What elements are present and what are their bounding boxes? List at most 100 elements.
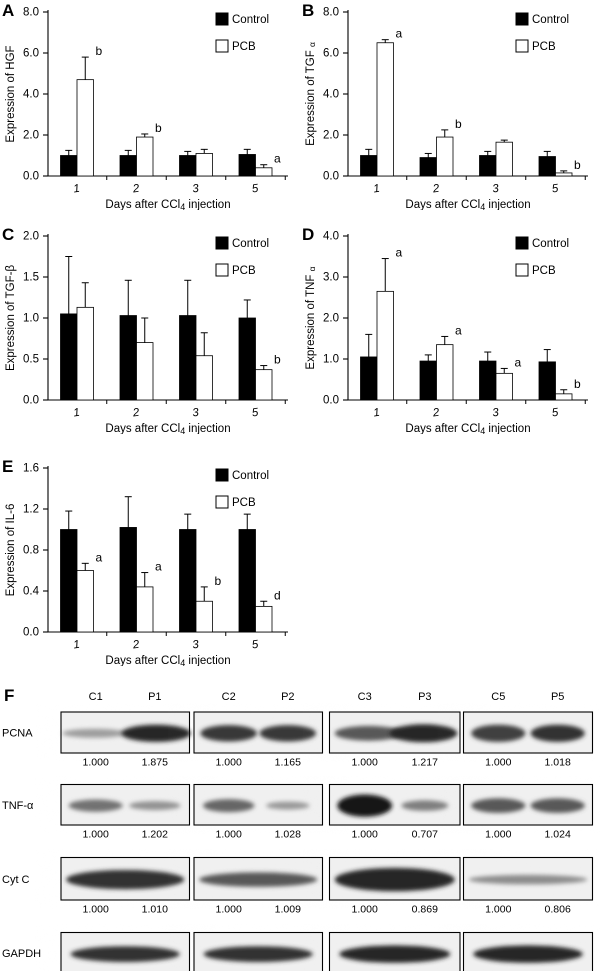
svg-text:2.0: 2.0: [323, 130, 339, 142]
svg-text:5: 5: [251, 639, 260, 652]
svg-text:1.875: 1.875: [142, 757, 168, 769]
svg-text:1.009: 1.009: [275, 904, 301, 916]
svg-text:1.000: 1.000: [216, 829, 242, 841]
svg-text:3: 3: [192, 639, 201, 652]
svg-text:0.0: 0.0: [23, 171, 39, 183]
svg-text:Days after CCl4 injection: Days after CCl4 injection: [105, 423, 230, 434]
svg-text:0.869: 0.869: [412, 904, 438, 916]
svg-text:8.0: 8.0: [23, 7, 39, 19]
svg-text:b: b: [215, 574, 222, 588]
svg-text:3: 3: [192, 183, 201, 196]
svg-text:C5: C5: [491, 691, 505, 703]
svg-text:Control: Control: [532, 238, 569, 250]
svg-text:1.000: 1.000: [83, 904, 109, 916]
svg-text:1.6: 1.6: [23, 463, 39, 475]
svg-text:F: F: [4, 686, 14, 705]
svg-text:b: b: [574, 158, 581, 172]
svg-text:1.018: 1.018: [545, 757, 571, 769]
svg-text:Expression of TNF α: Expression of TNF α: [305, 266, 317, 369]
svg-text:0.0: 0.0: [23, 627, 39, 639]
svg-text:a: a: [396, 27, 403, 41]
svg-text:Days after CCl4 injection: Days after CCl4 injection: [405, 423, 530, 434]
svg-text:A: A: [2, 1, 14, 20]
svg-text:Expression of TGF-β: Expression of TGF-β: [5, 265, 17, 371]
svg-text:a: a: [455, 323, 462, 337]
svg-text:1.000: 1.000: [485, 904, 511, 916]
svg-text:2: 2: [431, 183, 441, 196]
svg-text:PCB: PCB: [232, 497, 256, 509]
svg-text:P3: P3: [418, 691, 431, 703]
svg-text:C1: C1: [89, 691, 103, 703]
svg-text:2: 2: [131, 183, 141, 196]
svg-text:1.217: 1.217: [412, 757, 438, 769]
svg-text:0.0: 0.0: [23, 395, 39, 407]
svg-text:0.0: 0.0: [323, 395, 339, 407]
svg-text:1: 1: [373, 183, 381, 196]
svg-text:P5: P5: [551, 691, 564, 703]
svg-text:1.000: 1.000: [485, 829, 511, 841]
svg-text:Cyt C: Cyt C: [2, 874, 30, 886]
svg-text:1.010: 1.010: [142, 904, 168, 916]
svg-text:3: 3: [492, 407, 501, 420]
svg-text:3: 3: [492, 183, 501, 196]
svg-text:0.8: 0.8: [23, 545, 39, 557]
svg-text:2: 2: [131, 639, 141, 652]
svg-text:GAPDH: GAPDH: [2, 948, 41, 960]
svg-text:Control: Control: [232, 238, 269, 250]
svg-text:b: b: [96, 44, 103, 58]
svg-text:1.5: 1.5: [23, 272, 39, 284]
svg-text:4.0: 4.0: [323, 89, 339, 101]
svg-text:4.0: 4.0: [323, 231, 339, 243]
svg-text:P1: P1: [148, 691, 161, 703]
svg-text:Days after CCl4 injection: Days after CCl4 injection: [405, 199, 530, 210]
svg-text:1: 1: [73, 183, 81, 196]
svg-text:0.707: 0.707: [412, 829, 438, 841]
svg-text:b: b: [155, 121, 162, 135]
svg-text:Control: Control: [232, 14, 269, 26]
svg-text:0.806: 0.806: [545, 904, 571, 916]
svg-text:a: a: [155, 560, 162, 574]
svg-text:2.0: 2.0: [23, 231, 39, 243]
svg-text:Control: Control: [532, 14, 569, 26]
svg-text:1.000: 1.000: [352, 829, 378, 841]
svg-text:8.0: 8.0: [323, 7, 339, 19]
svg-text:1.024: 1.024: [545, 829, 571, 841]
svg-text:1: 1: [73, 639, 81, 652]
svg-text:1.202: 1.202: [142, 829, 168, 841]
svg-text:2: 2: [431, 407, 441, 420]
svg-text:1.000: 1.000: [216, 757, 242, 769]
svg-text:b: b: [455, 117, 462, 131]
svg-text:1.0: 1.0: [23, 313, 39, 325]
svg-text:Expression of HGF: Expression of HGF: [5, 45, 17, 142]
svg-text:3.0: 3.0: [323, 272, 339, 284]
svg-text:2.0: 2.0: [23, 130, 39, 142]
svg-text:1: 1: [73, 407, 81, 420]
svg-text:6.0: 6.0: [323, 48, 339, 60]
svg-text:1.000: 1.000: [485, 757, 511, 769]
svg-text:5: 5: [251, 183, 260, 196]
svg-text:D: D: [302, 225, 314, 244]
svg-text:2.0: 2.0: [323, 313, 339, 325]
svg-text:b: b: [274, 353, 281, 367]
svg-text:C2: C2: [222, 691, 236, 703]
svg-text:a: a: [96, 550, 103, 564]
svg-text:3: 3: [192, 407, 201, 420]
svg-text:a: a: [274, 152, 281, 166]
svg-text:0.5: 0.5: [23, 354, 39, 366]
svg-text:b: b: [574, 377, 581, 391]
svg-text:1.000: 1.000: [216, 904, 242, 916]
svg-text:5: 5: [551, 407, 560, 420]
svg-text:PCNA: PCNA: [2, 728, 33, 740]
svg-text:Days after CCl4 injection: Days after CCl4 injection: [105, 199, 230, 210]
svg-text:Expression of IL-6: Expression of IL-6: [5, 504, 17, 597]
svg-text:Days after CCl4 injection: Days after CCl4 injection: [105, 655, 230, 666]
svg-text:Expression of TGF α: Expression of TGF α: [305, 42, 317, 146]
svg-text:5: 5: [551, 183, 560, 196]
svg-text:P2: P2: [281, 691, 294, 703]
svg-text:6.0: 6.0: [23, 48, 39, 60]
svg-text:C3: C3: [358, 691, 372, 703]
svg-text:PCB: PCB: [232, 41, 256, 53]
svg-text:1: 1: [373, 407, 381, 420]
svg-text:5: 5: [251, 407, 260, 420]
svg-text:1.000: 1.000: [352, 904, 378, 916]
